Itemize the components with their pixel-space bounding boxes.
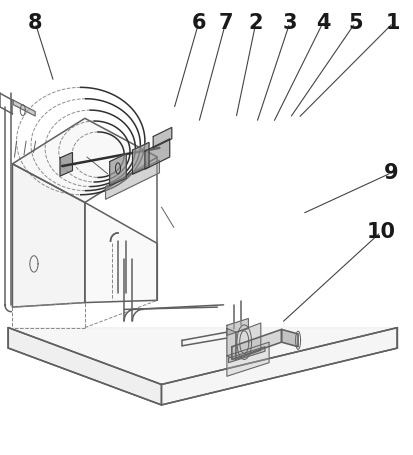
Polygon shape (226, 318, 248, 335)
Text: 3: 3 (282, 13, 297, 33)
Polygon shape (145, 139, 169, 169)
Polygon shape (235, 323, 260, 359)
Polygon shape (105, 160, 159, 199)
Polygon shape (226, 329, 235, 359)
Polygon shape (153, 127, 171, 148)
Polygon shape (8, 328, 396, 384)
Polygon shape (228, 347, 264, 363)
Polygon shape (161, 328, 396, 405)
Polygon shape (60, 152, 72, 176)
Polygon shape (13, 100, 35, 116)
Text: 7: 7 (218, 13, 233, 33)
Polygon shape (12, 118, 157, 202)
Polygon shape (8, 328, 161, 405)
Polygon shape (109, 154, 126, 186)
Text: 4: 4 (315, 13, 330, 33)
Polygon shape (12, 164, 85, 307)
Polygon shape (132, 142, 149, 174)
Text: 9: 9 (383, 163, 398, 183)
Text: 8: 8 (28, 13, 43, 33)
Text: 10: 10 (366, 222, 394, 242)
Text: 6: 6 (191, 13, 206, 33)
Polygon shape (231, 329, 281, 359)
Polygon shape (226, 342, 268, 376)
Text: 1: 1 (385, 13, 400, 33)
Polygon shape (85, 202, 157, 303)
Text: 2: 2 (248, 13, 263, 33)
Polygon shape (281, 329, 297, 347)
Text: 5: 5 (347, 13, 362, 33)
